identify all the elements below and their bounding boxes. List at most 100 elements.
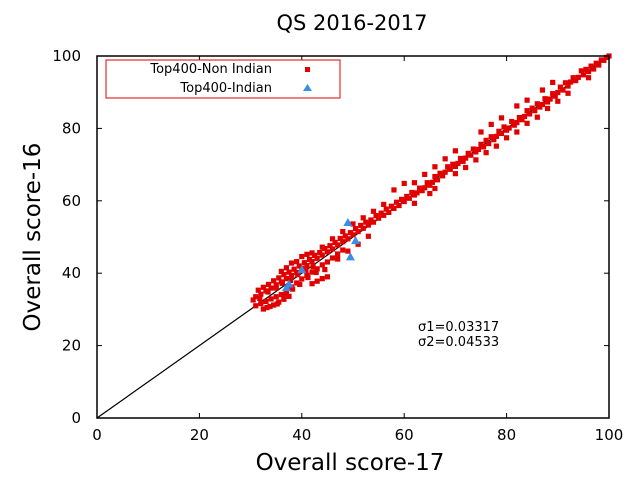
x-tick-label: 100 [595,426,624,444]
data-point-non-indian [452,148,458,154]
data-point-non-indian [340,228,346,235]
data-point-non-indian [329,236,336,242]
data-point-non-indian [396,202,402,209]
legend-label-indian: Top400-Indian [179,81,272,96]
data-point-non-indian [291,266,297,272]
data-point-non-indian [273,294,279,300]
data-point-non-indian [370,208,377,214]
data-point-non-indian [263,298,269,305]
data-point-non-indian [314,266,320,272]
data-point-non-indian [583,66,589,72]
data-point-non-indian [457,155,464,162]
data-point-non-indian [504,127,510,133]
data-point-non-indian [350,221,356,227]
data-point-non-indian [329,246,336,252]
data-point-non-indian [593,60,599,66]
data-point-non-indian [304,251,310,257]
data-point-non-indian [486,141,492,147]
data-point-non-indian [463,155,469,161]
legend-marker-non-indian [305,67,310,72]
data-point-non-indian [273,282,279,288]
data-point-non-indian [565,90,571,96]
data-point-non-indian [580,72,586,78]
data-point-non-indian [309,281,315,287]
data-point-non-indian [478,141,484,147]
plot-frame [96,55,610,419]
data-point-non-indian [529,105,535,111]
data-point-non-indian [514,103,520,109]
data-point-non-indian [424,180,430,186]
data-point-non-indian [265,281,272,288]
data-point-non-indian [287,277,294,284]
data-point-non-indian [258,301,264,307]
data-point-non-indian [286,269,292,275]
x-axis: 0 20 40 60 80 100 [92,56,623,444]
data-point-non-indian [286,293,292,299]
data-point-non-indian [314,255,320,261]
data-point-non-indian [278,291,284,298]
data-point-non-indian [335,256,341,262]
data-point-non-indian [550,91,556,97]
data-point-non-indian [534,101,540,107]
data-point-non-indian [524,120,530,126]
data-point-non-indian [283,288,290,294]
data-point-non-indian [534,114,540,120]
data-points [250,53,612,312]
y-axis-label: Overall score-16 [20,143,46,332]
data-point-non-indian [268,296,274,302]
data-point-non-indian [588,63,594,69]
data-point-non-indian [279,280,285,286]
data-point-non-indian [271,302,277,308]
data-point-non-indian [288,260,295,266]
data-point-non-indian [473,157,479,163]
data-point-non-indian [355,228,361,235]
data-point-non-indian [598,57,604,63]
data-point-non-indian [324,249,330,255]
data-point-non-indian [591,66,597,72]
data-point-non-indian [337,235,343,242]
data-point-non-indian [317,249,323,256]
data-point-non-indian [409,189,415,196]
data-point-non-indian [342,233,348,239]
data-point-non-indian [255,287,261,293]
data-point-non-indian [411,180,418,186]
data-point-non-indian [309,269,315,275]
data-point-non-indian [560,87,566,93]
data-point-indian [297,265,307,274]
data-point-non-indian [306,256,313,263]
data-point-non-indian [276,275,282,281]
data-point-non-indian [483,150,489,156]
data-point-non-indian [296,263,302,269]
data-point-non-indian [324,274,330,280]
data-point-non-indian [260,284,266,290]
data-point-non-indian [314,278,320,284]
data-point-non-indian [573,78,579,84]
x-tick-label: 20 [190,426,209,444]
data-point-non-indian [282,291,289,297]
data-point-non-indian [319,244,325,250]
data-point-non-indian [603,54,610,61]
data-point-non-indian [268,285,274,291]
x-axis-label: Overall score-17 [256,450,445,476]
data-point-non-indian [514,129,520,135]
data-point-non-indian [555,89,561,96]
data-point-non-indian [283,265,290,271]
data-point-non-indian [340,247,346,253]
data-point-non-indian [452,171,458,177]
data-point-non-indian [305,274,311,281]
data-point-non-indian [253,294,259,300]
data-point-non-indian [297,281,303,288]
data-point-non-indian [303,268,309,274]
data-point-non-indian [257,295,263,302]
data-point-non-indian [432,173,438,180]
legend-marker-indian [303,84,312,91]
chart-title: QS 2016-2017 [277,11,428,35]
data-point-non-indian [539,87,546,93]
data-point-non-indian [422,185,428,191]
data-point-non-indian [501,124,507,130]
y-tick-label: 60 [62,192,81,210]
series-1 [281,218,361,292]
data-point-indian [351,236,361,245]
data-point-non-indian [332,239,338,246]
